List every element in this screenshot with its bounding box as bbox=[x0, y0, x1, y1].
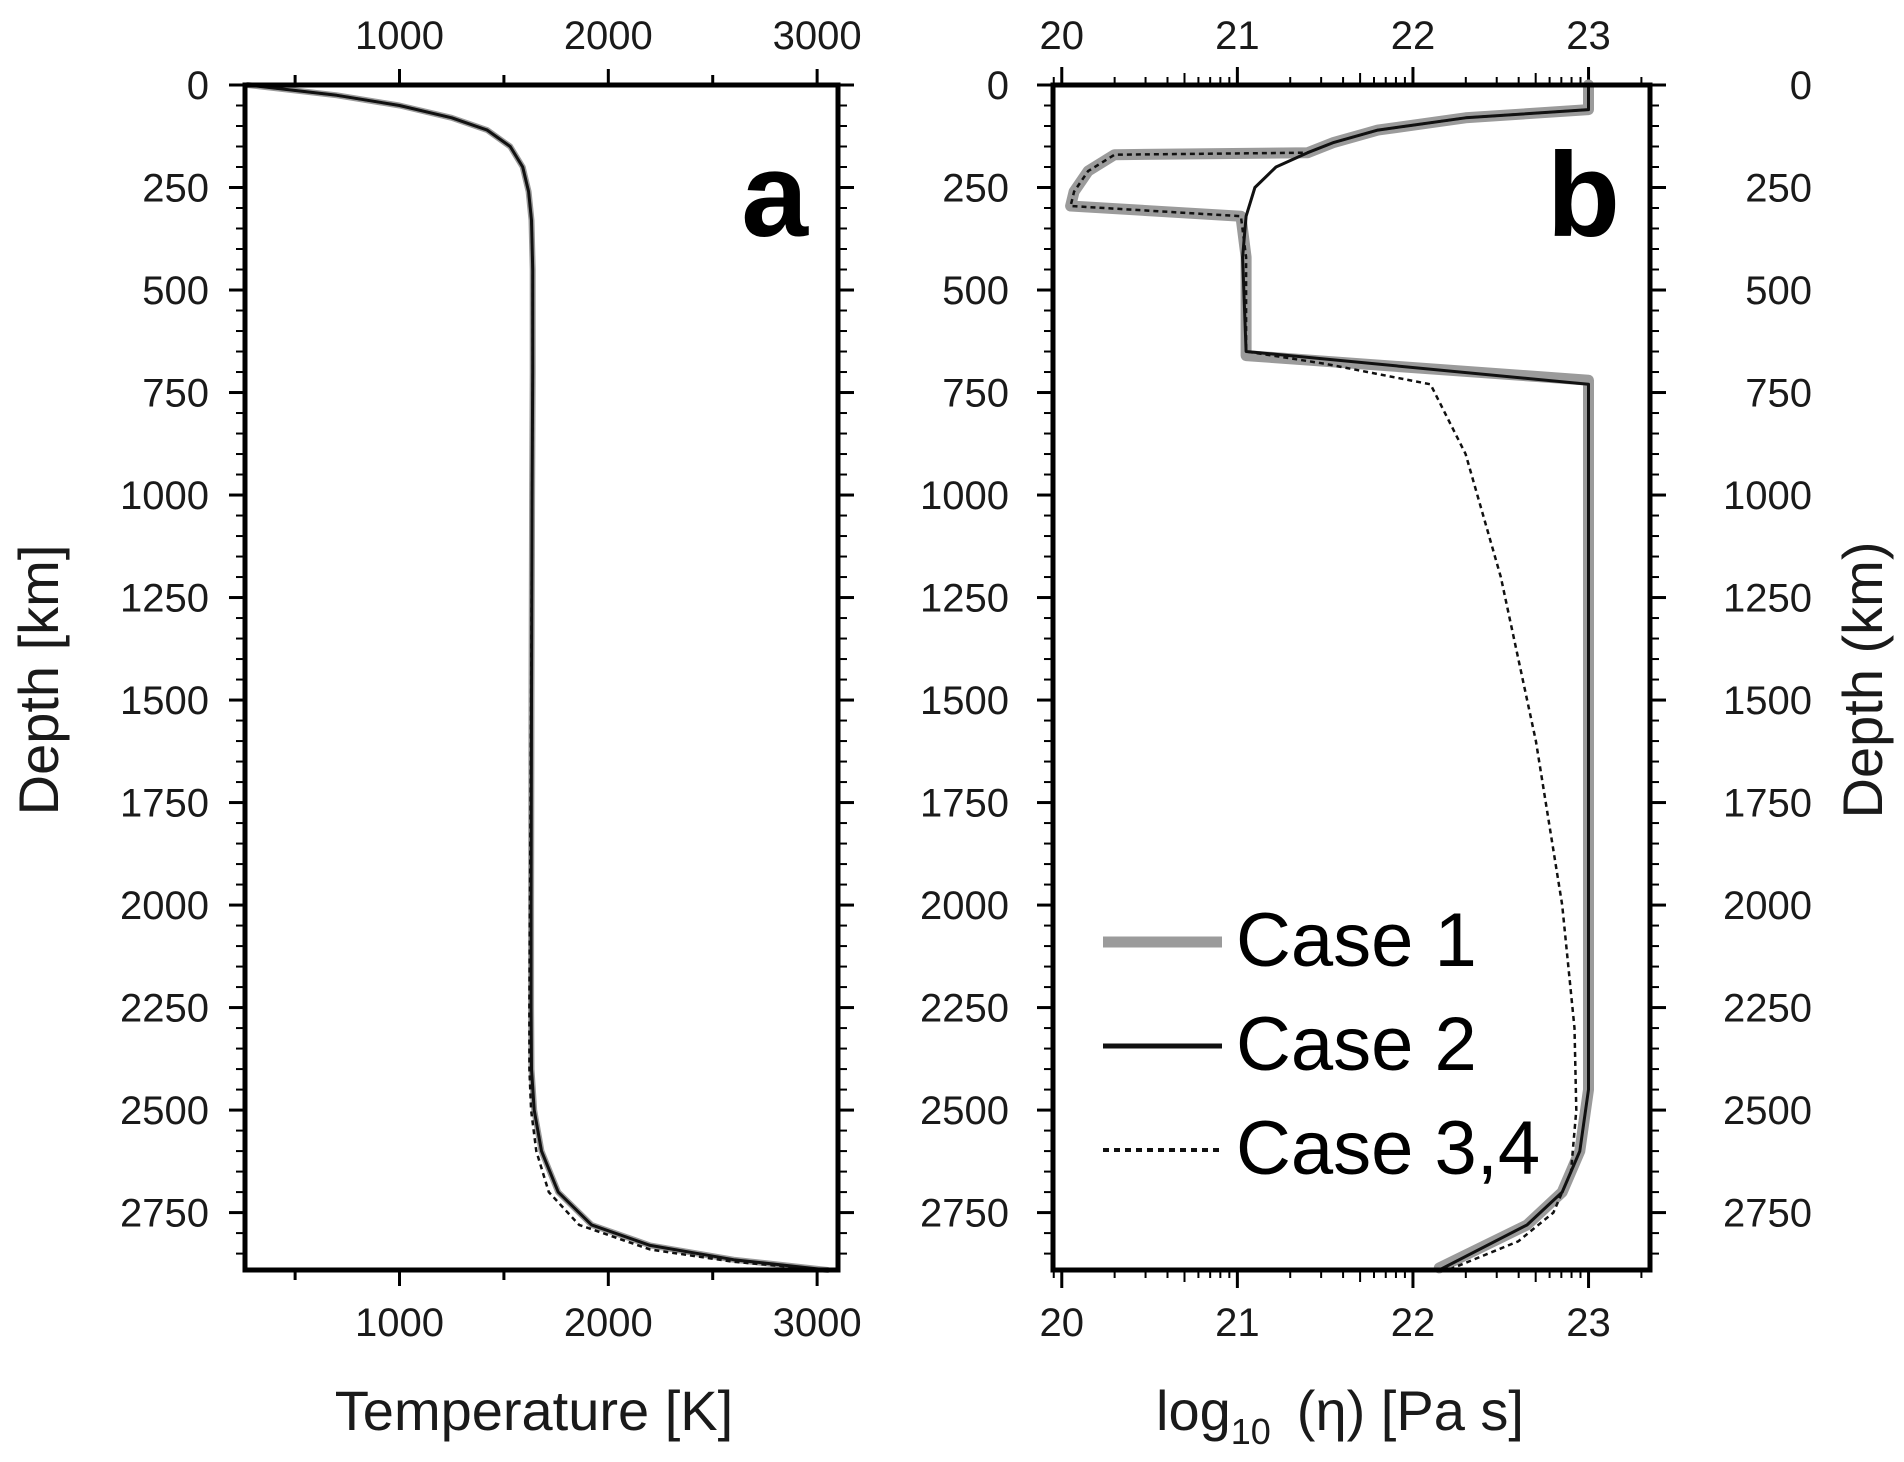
panel-b-y-axis-title: Depth (km) bbox=[1831, 542, 1894, 819]
panel-b-frame bbox=[1050, 82, 1653, 1273]
y-tick-label-right: 2000 bbox=[1723, 884, 1812, 928]
panel-b-letter: b bbox=[1547, 128, 1620, 262]
y-tick-label-right: 1000 bbox=[1723, 474, 1812, 518]
x-axis-log-text: log bbox=[1156, 1379, 1231, 1442]
series-line-1 bbox=[246, 83, 830, 1272]
panel-b-viscosity: 0 0 250 250 500 500 750 750 1000 1000 1250 1250 1500… bbox=[920, 14, 1894, 1452]
x-tick-label-top: 3000 bbox=[773, 14, 862, 58]
x-tick-label-bottom: 2000 bbox=[564, 1301, 653, 1345]
y-tick-label: 2500 bbox=[920, 1089, 1009, 1133]
y-tick-label: 750 bbox=[942, 372, 1009, 416]
panel-a-frame bbox=[242, 82, 841, 1273]
x-tick-label-bottom: 21 bbox=[1215, 1301, 1260, 1345]
y-tick-label-right: 750 bbox=[1745, 372, 1812, 416]
x-tick-label-top: 21 bbox=[1215, 14, 1260, 58]
y-tick-label: 1000 bbox=[920, 474, 1009, 518]
x-tick-label-bottom: 1000 bbox=[355, 1301, 444, 1345]
y-tick-label: 0 bbox=[187, 64, 209, 108]
x-tick-label-top: 20 bbox=[1040, 14, 1085, 58]
y-tick-label: 250 bbox=[142, 167, 209, 211]
y-tick-label: 250 bbox=[942, 167, 1009, 211]
y-tick-label: 1500 bbox=[120, 679, 209, 723]
series-line-2 bbox=[1069, 85, 1590, 1272]
y-tick-label: 1250 bbox=[120, 577, 209, 621]
y-tick-label-right: 0 bbox=[1790, 64, 1812, 108]
x-axis-log-subscript: 10 bbox=[1231, 1411, 1271, 1452]
y-tick-label: 750 bbox=[142, 372, 209, 416]
y-tick-label-right: 2500 bbox=[1723, 1089, 1812, 1133]
y-tick-label: 2750 bbox=[120, 1192, 209, 1236]
x-tick-label-bottom: 3000 bbox=[773, 1301, 862, 1345]
legend-label-case-1: Case 1 bbox=[1236, 898, 1477, 983]
panel-a-temperature: 0 250 500 750 1000 1250 1500 1750 2000 2250 2500 27… bbox=[7, 14, 862, 1442]
series-line-2 bbox=[247, 83, 828, 1272]
y-tick-label: 2250 bbox=[920, 987, 1009, 1031]
y-tick-label: 1000 bbox=[120, 474, 209, 518]
x-tick-label-top: 1000 bbox=[355, 14, 444, 58]
y-tick-label: 2000 bbox=[920, 884, 1009, 928]
x-tick-label-top: 22 bbox=[1391, 14, 1436, 58]
y-tick-label-right: 1500 bbox=[1723, 679, 1812, 723]
legend: Case 1 Case 2 Case 3,4 bbox=[1103, 898, 1540, 1191]
legend-label-case-3-4: Case 3,4 bbox=[1236, 1106, 1540, 1191]
y-tick-label-right: 1250 bbox=[1723, 577, 1812, 621]
panel-a-y-axis-title: Depth [km] bbox=[7, 545, 70, 816]
legend-label-case-2: Case 2 bbox=[1236, 1002, 1477, 1087]
y-tick-label-right: 1750 bbox=[1723, 782, 1812, 826]
y-tick-label: 1750 bbox=[120, 782, 209, 826]
y-tick-label-right: 2750 bbox=[1723, 1192, 1812, 1236]
y-tick-label: 0 bbox=[987, 64, 1009, 108]
x-tick-label-bottom: 23 bbox=[1566, 1301, 1611, 1345]
y-tick-label-right: 500 bbox=[1745, 269, 1812, 313]
y-tick-label: 1500 bbox=[920, 679, 1009, 723]
x-tick-label-top: 2000 bbox=[564, 14, 653, 58]
panel-b-x-axis-title: log10 (η) [Pa s] bbox=[1156, 1379, 1524, 1452]
y-tick-label: 1750 bbox=[920, 782, 1009, 826]
y-tick-label: 1250 bbox=[920, 577, 1009, 621]
y-tick-label: 500 bbox=[942, 269, 1009, 313]
x-tick-label-top: 23 bbox=[1566, 14, 1611, 58]
y-tick-label-right: 250 bbox=[1745, 167, 1812, 211]
y-tick-label: 2750 bbox=[920, 1192, 1009, 1236]
y-tick-label: 500 bbox=[142, 269, 209, 313]
y-tick-label-right: 2250 bbox=[1723, 987, 1812, 1031]
panel-a-series bbox=[244, 82, 831, 1273]
y-tick-label: 2250 bbox=[120, 987, 209, 1031]
x-tick-label-bottom: 20 bbox=[1040, 1301, 1085, 1345]
series-line-0 bbox=[1065, 79, 1594, 1274]
series-line-1 bbox=[1241, 83, 1590, 1272]
series-line-0 bbox=[244, 82, 831, 1273]
panel-a-letter: a bbox=[741, 128, 809, 262]
y-tick-label: 2500 bbox=[120, 1089, 209, 1133]
x-tick-label-bottom: 22 bbox=[1391, 1301, 1436, 1345]
panel-a-x-axis-title: Temperature [K] bbox=[335, 1379, 733, 1442]
panel-b-series bbox=[1065, 79, 1594, 1274]
panel-b-tick-labels: 0 0 250 250 500 500 750 750 1000 1000 1250 1250 1500… bbox=[920, 14, 1812, 1345]
panel-a-tick-labels: 0 250 500 750 1000 1250 1500 1750 2000 2250 2500 27… bbox=[120, 14, 862, 1345]
x-axis-rest-text: (η) [Pa s] bbox=[1297, 1379, 1524, 1442]
y-tick-label: 2000 bbox=[120, 884, 209, 928]
